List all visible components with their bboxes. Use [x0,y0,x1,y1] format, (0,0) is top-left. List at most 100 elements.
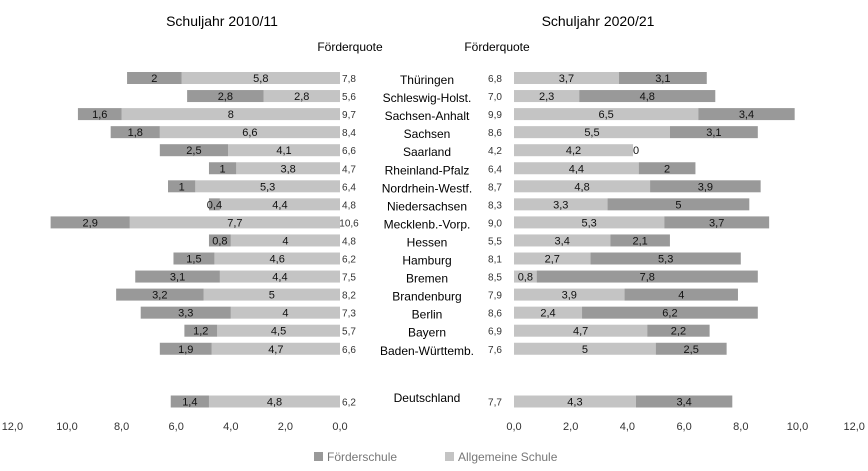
label-2020-allgemeine-nordrhein-westf: 4,8 [574,181,589,193]
bar-2010-foerderschule-saarland [159,144,229,157]
label-2010-foerderschule-deutschland: 1,4 [182,397,197,409]
label-2020-allgemeine-rheinland-pfalz: 4,4 [569,163,584,175]
label-2020-allgemeine-hessen: 3,4 [555,235,570,247]
right-quota-header: Förderquote [464,40,530,54]
tick-2010-4: 4,0 [223,421,238,433]
state-label-schleswig-holst: Schleswig-Holst. [383,91,472,105]
label-2020-foerderschule-baden-w-rttemb: 2,5 [684,344,699,356]
label-2020-foerderschule-saarland: 0 [633,145,639,157]
label-2010-foerderschule-hamburg: 1,5 [186,254,201,266]
bar-2020-foerderschule-rheinland-pfalz [638,162,696,175]
bar-2020-allgemeine-niedersachsen [514,198,608,211]
label-2010-foerderschule-th-ringen: 2 [151,73,157,85]
quota-2010-berlin: 7,3 [342,309,356,320]
bar-2020-foerderschule-berlin [582,306,758,319]
bar-2020-allgemeine-berlin [514,306,583,319]
left-panel-title: Schuljahr 2010/11 [166,13,278,29]
label-2020-allgemeine-sachsen-anhalt: 6,5 [598,109,613,121]
label-2020-allgemeine-brandenburg: 3,9 [562,290,577,302]
label-2020-allgemeine-bremen: 0,8 [518,272,533,284]
bar-2020-allgemeine-deutschland [514,395,636,408]
bar-2010-allgemeine-mecklenb-vorp [129,216,340,229]
bar-2020-allgemeine-hessen [514,234,611,247]
bar-2010-allgemeine-saarland [228,144,340,157]
label-2010-allgemeine-th-ringen: 5,8 [253,73,268,85]
bar-2010-allgemeine-th-ringen [181,72,340,84]
label-2020-foerderschule-schleswig-holst: 4,8 [640,91,655,103]
state-label-rheinland-pfalz: Rheinland-Pfalz [385,163,470,177]
state-label-bayern: Bayern [408,326,446,340]
label-2020-foerderschule-hamburg: 5,3 [658,254,673,266]
label-2010-foerderschule-nordrhein-westf: 1 [179,181,185,193]
bar-2020-foerderschule-bayern [647,324,710,337]
label-2020-foerderschule-berlin: 6,2 [662,308,677,320]
bar-2010-foerderschule-brandenburg [116,288,204,301]
label-2020-foerderschule-sachsen-anhalt: 3,4 [739,109,754,121]
quota-2020-hamburg: 8,1 [488,255,502,266]
bar-2020-foerderschule-th-ringen [618,72,707,84]
quota-2020-saarland: 4,2 [488,146,502,157]
bar-2020-foerderschule-niedersachsen [607,198,750,211]
bar-2020-allgemeine-hamburg [514,252,591,265]
state-label-niedersachsen: Niedersachsen [387,199,467,213]
quota-2010-sachsen: 8,4 [342,128,356,139]
bar-2010-allgemeine-nordrhein-westf [195,180,340,193]
label-2020-allgemeine-baden-w-rttemb: 5 [582,344,588,356]
bar-2010-allgemeine-hamburg [214,252,340,265]
state-label-saarland: Saarland [403,145,451,159]
label-2010-foerderschule-sachsen-anhalt: 1,6 [92,109,107,121]
right-panel-title: Schuljahr 2020/21 [542,13,655,29]
left-panel: 5,8 2 7,8 2,8 2,8 5,6 8 1,6 9,7 6,6 1,8 8,4 4,1 2,5 6,… [50,72,359,409]
state-label-brandenburg: Brandenburg [392,290,461,304]
label-2010-allgemeine-niedersachsen: 4,4 [272,199,287,211]
label-2010-allgemeine-mecklenb-vorp: 7,7 [227,217,242,229]
bar-2020-allgemeine-schleswig-holst [514,90,580,103]
tick-2020-1: 2,0 [563,421,578,433]
tick-2020-3: 6,0 [676,421,691,433]
quota-2020-berlin: 8,6 [488,309,502,320]
quota-2010-baden-w-rttemb: 6,6 [342,345,356,356]
left-quota-header: Förderquote [317,40,383,54]
bar-2010-foerderschule-nordrhein-westf [168,180,196,193]
bar-2010-foerderschule-th-ringen [127,72,182,84]
bar-2020-foerderschule-hamburg [590,252,741,265]
label-2020-allgemeine-bayern: 4,7 [573,326,588,338]
label-2020-foerderschule-rheinland-pfalz: 2 [664,163,670,175]
label-2020-foerderschule-bayern: 2,2 [671,326,686,338]
label-2020-allgemeine-niedersachsen: 3,3 [553,199,568,211]
state-label-sachsen-anhalt: Sachsen-Anhalt [385,109,470,123]
legend: Förderschule Allgemeine Schule [314,450,558,464]
bar-2020-allgemeine-sachsen-anhalt [514,108,699,121]
bar-2010-allgemeine-sachsen [159,126,340,139]
label-2020-allgemeine-th-ringen: 3,7 [559,73,574,85]
label-2020-allgemeine-mecklenb-vorp: 5,3 [581,217,596,229]
quota-2020-brandenburg: 7,9 [488,291,502,302]
quota-2010-th-ringen: 7,8 [342,74,356,85]
bar-2020-allgemeine-rheinland-pfalz [514,162,639,175]
bar-2010-allgemeine-bremen [219,270,340,283]
state-label-hamburg: Hamburg [402,254,451,268]
bar-2020-allgemeine-baden-w-rttemb [514,342,656,355]
bar-2010-allgemeine-hessen [230,234,340,247]
bar-2020-allgemeine-saarland [514,144,634,157]
label-2020-allgemeine-saarland: 4,2 [566,145,581,157]
axes: 12,0 10,0 8,0 6,0 4,0 2,0 0,0 0,0 2,0 4,0 6,0 8,0 10… [2,421,865,433]
label-2020-allgemeine-deutschland: 4,3 [567,397,582,409]
label-2010-allgemeine-schleswig-holst: 2,8 [294,91,309,103]
label-2020-foerderschule-hessen: 2,1 [633,235,648,247]
tick-2020-6: 12,0 [843,421,864,433]
quota-2010-deutschland: 6,2 [342,398,356,409]
bar-2020-foerderschule-baden-w-rttemb [655,342,727,355]
quota-2010-schleswig-holst: 5,6 [342,92,356,103]
label-2020-foerderschule-sachsen: 3,1 [706,127,721,139]
bar-2020-allgemeine-mecklenb-vorp [514,216,665,229]
label-2010-foerderschule-sachsen: 1,8 [128,127,143,139]
bar-2020-allgemeine-th-ringen [514,72,619,84]
bar-2010-foerderschule-mecklenb-vorp [50,216,130,229]
quota-2020-deutschland: 7,7 [488,398,502,409]
state-label-deutschland: Deutschland [394,391,461,405]
quota-2010-nordrhein-westf: 6,4 [342,182,356,193]
quota-2020-sachsen: 8,6 [488,128,502,139]
quota-2010-mecklenb-vorp: 10,6 [339,218,359,229]
tick-2010-2: 8,0 [114,421,129,433]
